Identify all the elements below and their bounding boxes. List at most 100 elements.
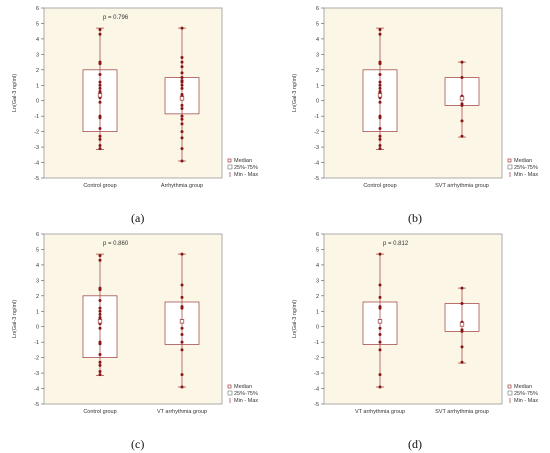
y-axis-label: Ln(Gal-3 ng/ml)	[12, 300, 18, 338]
y-tick-label: 1	[316, 83, 319, 89]
y-tick-label: -5	[34, 176, 39, 182]
y-tick-label: -4	[314, 387, 319, 393]
y-tick-label: 2	[316, 294, 319, 300]
data-point	[98, 100, 102, 104]
data-point	[460, 119, 464, 123]
data-point	[98, 342, 102, 346]
y-tick-label: 5	[36, 21, 39, 27]
plot-frame	[323, 233, 503, 405]
data-point	[180, 136, 184, 140]
y-tick-label: 1	[36, 83, 39, 89]
y-tick-label: -3	[34, 371, 39, 377]
caption-b: (b)	[408, 211, 422, 225]
y-tick-label: 6	[316, 232, 319, 238]
y-tick-label: 5	[316, 21, 319, 27]
data-point	[378, 28, 382, 32]
legend-iqr-swatch	[227, 164, 233, 170]
y-tick-label: -2	[34, 356, 39, 362]
data-point	[98, 370, 102, 374]
legend-median-swatch	[227, 384, 232, 389]
data-point	[460, 286, 464, 290]
y-tick-label: 0	[316, 325, 319, 331]
data-point	[98, 306, 102, 310]
data-point	[98, 83, 102, 87]
data-point	[98, 326, 102, 330]
data-point	[98, 28, 102, 32]
data-point	[98, 309, 102, 313]
data-point	[180, 306, 184, 310]
legend-median-label: Median	[514, 384, 532, 390]
category-label: Arrhythmia group	[161, 183, 203, 189]
chart-panel-d: -5 -4 -3 -2 -1 0 1 2 3 4 5 6 Ln(Gal-3 ng/ml) p = 0.81…	[284, 230, 546, 426]
data-point	[180, 71, 184, 75]
data-point	[98, 86, 102, 90]
median-marker	[377, 93, 383, 98]
p-value-label: p = 0.812	[383, 241, 409, 247]
data-point	[378, 100, 382, 104]
data-point	[180, 326, 184, 330]
y-tick-label: 2	[36, 294, 39, 300]
p-value-label: p = 0.796	[103, 15, 129, 21]
data-point	[98, 353, 102, 357]
y-tick-label: 6	[316, 6, 319, 12]
y-tick-label: -5	[314, 176, 319, 182]
y-tick-label: -2	[314, 356, 319, 362]
data-point	[378, 86, 382, 90]
legend-median-label: Median	[514, 158, 532, 164]
data-point	[378, 348, 382, 352]
data-point	[460, 103, 464, 107]
data-point	[98, 288, 102, 292]
y-tick-label: 3	[36, 52, 39, 58]
data-point	[98, 360, 102, 364]
data-point	[378, 134, 382, 138]
data-point	[460, 302, 464, 306]
data-point	[180, 117, 184, 121]
plot-frame	[323, 7, 503, 179]
data-point	[378, 306, 382, 310]
data-point	[98, 116, 102, 120]
y-tick-label: -1	[34, 114, 39, 120]
data-point	[180, 373, 184, 377]
plot-frame	[43, 7, 223, 179]
legend-iqr-label: 25%-75%	[234, 391, 258, 397]
y-tick-label: -5	[34, 402, 39, 408]
data-point	[98, 258, 102, 262]
legend-range-label: Min - Max	[234, 398, 258, 404]
data-point	[460, 60, 464, 64]
y-tick-label: -4	[34, 161, 39, 167]
data-point	[378, 80, 382, 84]
y-axis-label: Ln(Gal-3 ng/ml)	[292, 74, 298, 112]
y-axis-label: Ln(Gal-3 ng/ml)	[292, 300, 298, 338]
y-tick-label: 3	[316, 278, 319, 284]
y-tick-label: 4	[316, 263, 319, 269]
y-tick-label: 5	[36, 247, 39, 253]
legend-iqr-label: 25%-75%	[514, 165, 538, 171]
data-point	[180, 26, 184, 30]
category-label: Control group	[83, 409, 116, 415]
category-label: VT arrhythmia group	[355, 409, 405, 415]
data-point	[98, 62, 102, 66]
y-tick-label: -1	[34, 340, 39, 346]
data-point	[98, 298, 102, 302]
chart-a-svg: -5 -4 -3 -2 -1 0 1 2 3 4 5 6 Ln(Gal-3 ng/ml) p = 0.79…	[12, 6, 258, 189]
y-tick-label: 4	[36, 263, 39, 269]
category-label: Control group	[363, 183, 396, 189]
data-point	[460, 360, 464, 364]
data-point	[180, 83, 184, 87]
data-point	[98, 32, 102, 36]
chart-d-svg: -5 -4 -3 -2 -1 0 1 2 3 4 5 6 Ln(Gal-3 ng/ml) p = 0.81…	[292, 232, 538, 415]
y-tick-label: -1	[314, 114, 319, 120]
data-point	[180, 332, 184, 336]
data-point	[180, 106, 184, 110]
data-point	[180, 147, 184, 151]
y-tick-label: 3	[316, 52, 319, 58]
plot-frame	[43, 233, 223, 405]
p-value-label: p = 0.860	[103, 241, 129, 247]
y-tick-label: 3	[36, 278, 39, 284]
category-label: Control group	[83, 183, 116, 189]
data-point	[378, 332, 382, 336]
legend-iqr-label: 25%-75%	[234, 165, 258, 171]
y-tick-label: -4	[34, 387, 39, 393]
y-tick-label: -3	[314, 145, 319, 151]
caption-d: (d)	[408, 437, 422, 451]
